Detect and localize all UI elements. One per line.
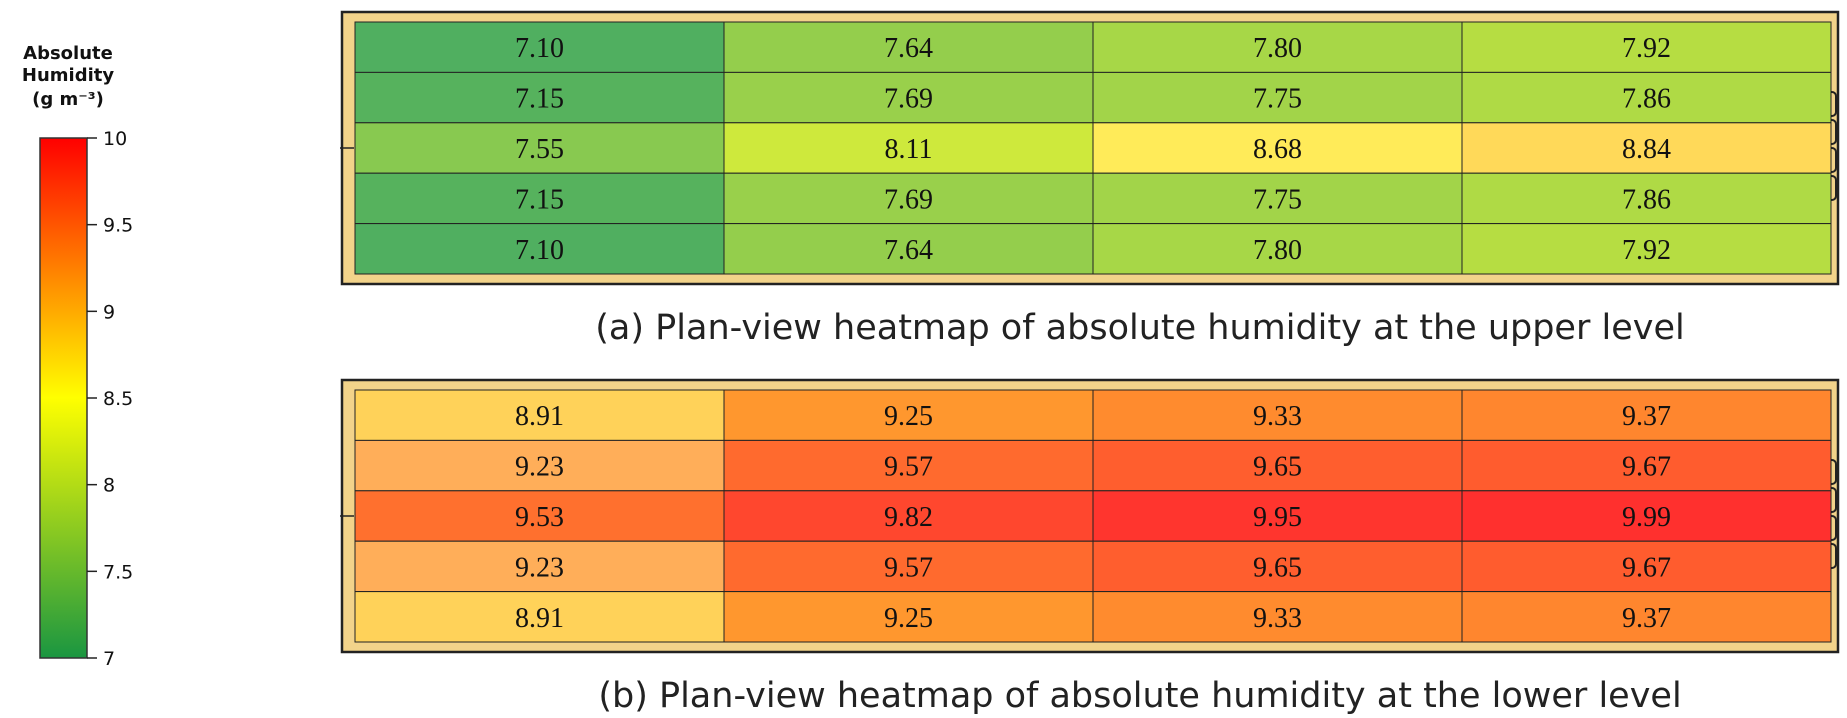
colorbar-title-line-1: Absolute: [23, 43, 113, 64]
heatmap-cell: [723, 21, 1094, 73]
heatmap-cell: [723, 122, 1094, 174]
colorbar-unit: (g m⁻³): [32, 89, 104, 110]
heatmap-cell: [1092, 591, 1463, 643]
heatmap-cell-value: 9.95: [1253, 502, 1302, 533]
heatmap-cell: [354, 21, 725, 73]
heatmap-cell: [723, 172, 1094, 225]
heatmap-cell-value: 7.75: [1253, 84, 1302, 115]
heatmap-cell: [723, 439, 1094, 492]
heatmap-cell-value: 7.10: [515, 235, 564, 266]
heatmap-cell-value: 9.65: [1253, 452, 1302, 483]
heatmap-cell-value: 9.25: [884, 401, 933, 432]
heatmap-cell-value: 9.57: [884, 452, 933, 483]
heatmap-cell: [354, 439, 725, 492]
heatmap-cell: [354, 223, 725, 275]
heatmap-cell-value: 8.84: [1622, 134, 1671, 165]
heatmap-cell: [354, 122, 725, 174]
colorbar-tick-label: 8.5: [103, 388, 133, 410]
heatmap-cell-value: 9.33: [1253, 401, 1302, 432]
heatmap-cell: [1461, 439, 1832, 492]
heatmap-cell-value: 7.75: [1253, 184, 1302, 215]
heatmap-cell-value: 7.15: [515, 84, 564, 115]
heatmap-cell: [354, 591, 725, 643]
heatmap-cell: [1461, 71, 1832, 124]
heatmap-cell-value: 7.80: [1253, 33, 1302, 64]
heatmap-cell: [1461, 389, 1832, 441]
heatmap-cell-value: 7.64: [884, 33, 933, 64]
heatmap-cell-value: 8.91: [515, 603, 564, 634]
heatmap-cell-value: 7.64: [884, 235, 933, 266]
heatmap-cell: [1092, 389, 1463, 441]
heatmap-cell-value: 9.57: [884, 552, 933, 583]
heatmap-cell: [1461, 122, 1832, 174]
heatmap-cell-value: 8.91: [515, 401, 564, 432]
heatmap-cell: [1461, 172, 1832, 225]
colorbar: Absolute Humidity (g m⁻³) 10 9.5 9 8.5 8 7.5 7: [22, 43, 133, 670]
heatmap-cell: [1461, 490, 1832, 542]
heatmap-cell-value: 7.92: [1622, 235, 1671, 266]
heatmap-cell: [1092, 490, 1463, 542]
heatmap-cell-value: 8.11: [885, 134, 933, 165]
heatmap-cell: [354, 71, 725, 124]
heatmap-lower: 8.91 9.25 9.33 9.37 9.23 9.57 9.65 9.67 9.53 9.82…: [340, 378, 1840, 654]
heatmap-cell-value: 8.68: [1253, 134, 1302, 165]
heatmap-cell-value: 7.92: [1622, 33, 1671, 64]
heatmap-cell: [1092, 71, 1463, 124]
heatmap-cell-value: 9.67: [1622, 552, 1671, 583]
heatmap-cell-value: 7.80: [1253, 235, 1302, 266]
heatmap-cell: [723, 591, 1094, 643]
heatmap-cell-value: 9.25: [884, 603, 933, 634]
colorbar-gradient: [39, 137, 88, 659]
heatmap-cell-value: 7.10: [515, 33, 564, 64]
caption-upper: (a) Plan-view heatmap of absolute humidi…: [595, 308, 1685, 348]
heatmap-cell-value: 9.33: [1253, 603, 1302, 634]
colorbar-tick-label: 10: [103, 128, 127, 150]
heatmap-cell-value: 9.37: [1622, 401, 1671, 432]
heatmap-cell: [1092, 122, 1463, 174]
heatmap-cell-value: 7.69: [884, 184, 933, 215]
heatmap-cell-value: 7.86: [1622, 184, 1671, 215]
colorbar-tick-label: 9: [103, 301, 115, 323]
colorbar-tick-label: 7: [103, 648, 115, 670]
heatmap-cell: [723, 389, 1094, 441]
heatmap-cell: [1461, 591, 1832, 643]
heatmap-cell: [1461, 21, 1832, 73]
colorbar-title-line-2: Humidity: [22, 65, 114, 86]
heatmap-cell-value: 9.37: [1622, 603, 1671, 634]
heatmap-cell-value: 7.69: [884, 84, 933, 115]
heatmap-cell-value: 9.23: [515, 552, 564, 583]
heatmap-cell-value: 9.23: [515, 452, 564, 483]
heatmap-cell: [354, 172, 725, 225]
colorbar-tick-label: 8: [103, 475, 115, 497]
heatmap-cell-value: 7.55: [515, 134, 564, 165]
heatmap-upper: 7.10 7.64 7.80 7.92 7.15 7.69 7.75 7.86 7.55 8.11…: [340, 10, 1840, 286]
colorbar-tick-label: 9.5: [103, 215, 133, 237]
heatmap-cell-value: 7.86: [1622, 84, 1671, 115]
heatmap-cell-value: 9.99: [1622, 502, 1671, 533]
heatmap-cell-value: 7.15: [515, 184, 564, 215]
colorbar-tick-label: 7.5: [103, 561, 133, 583]
heatmap-cell: [1092, 172, 1463, 225]
heatmap-cell: [1092, 540, 1463, 593]
heatmap-cell: [1092, 223, 1463, 275]
heatmap-cell: [723, 540, 1094, 593]
caption-lower: (b) Plan-view heatmap of absolute humidi…: [598, 676, 1682, 716]
heatmap-cell-value: 9.65: [1253, 552, 1302, 583]
heatmap-cell-value: 9.53: [515, 502, 564, 533]
heatmap-cell: [354, 490, 725, 542]
heatmap-cell-value: 9.82: [884, 502, 933, 533]
heatmap-cell: [1461, 223, 1832, 275]
heatmap-cell: [723, 223, 1094, 275]
heatmap-panel-upper: 7.10 7.64 7.80 7.92 7.15 7.69 7.75 7.86 7.55 8.11…: [340, 10, 1840, 286]
heatmap-cell-value: 9.67: [1622, 452, 1671, 483]
heatmap-panel-lower: 8.91 9.25 9.33 9.37 9.23 9.57 9.65 9.67 9.53 9.82…: [340, 378, 1840, 654]
heatmap-cell: [354, 540, 725, 593]
